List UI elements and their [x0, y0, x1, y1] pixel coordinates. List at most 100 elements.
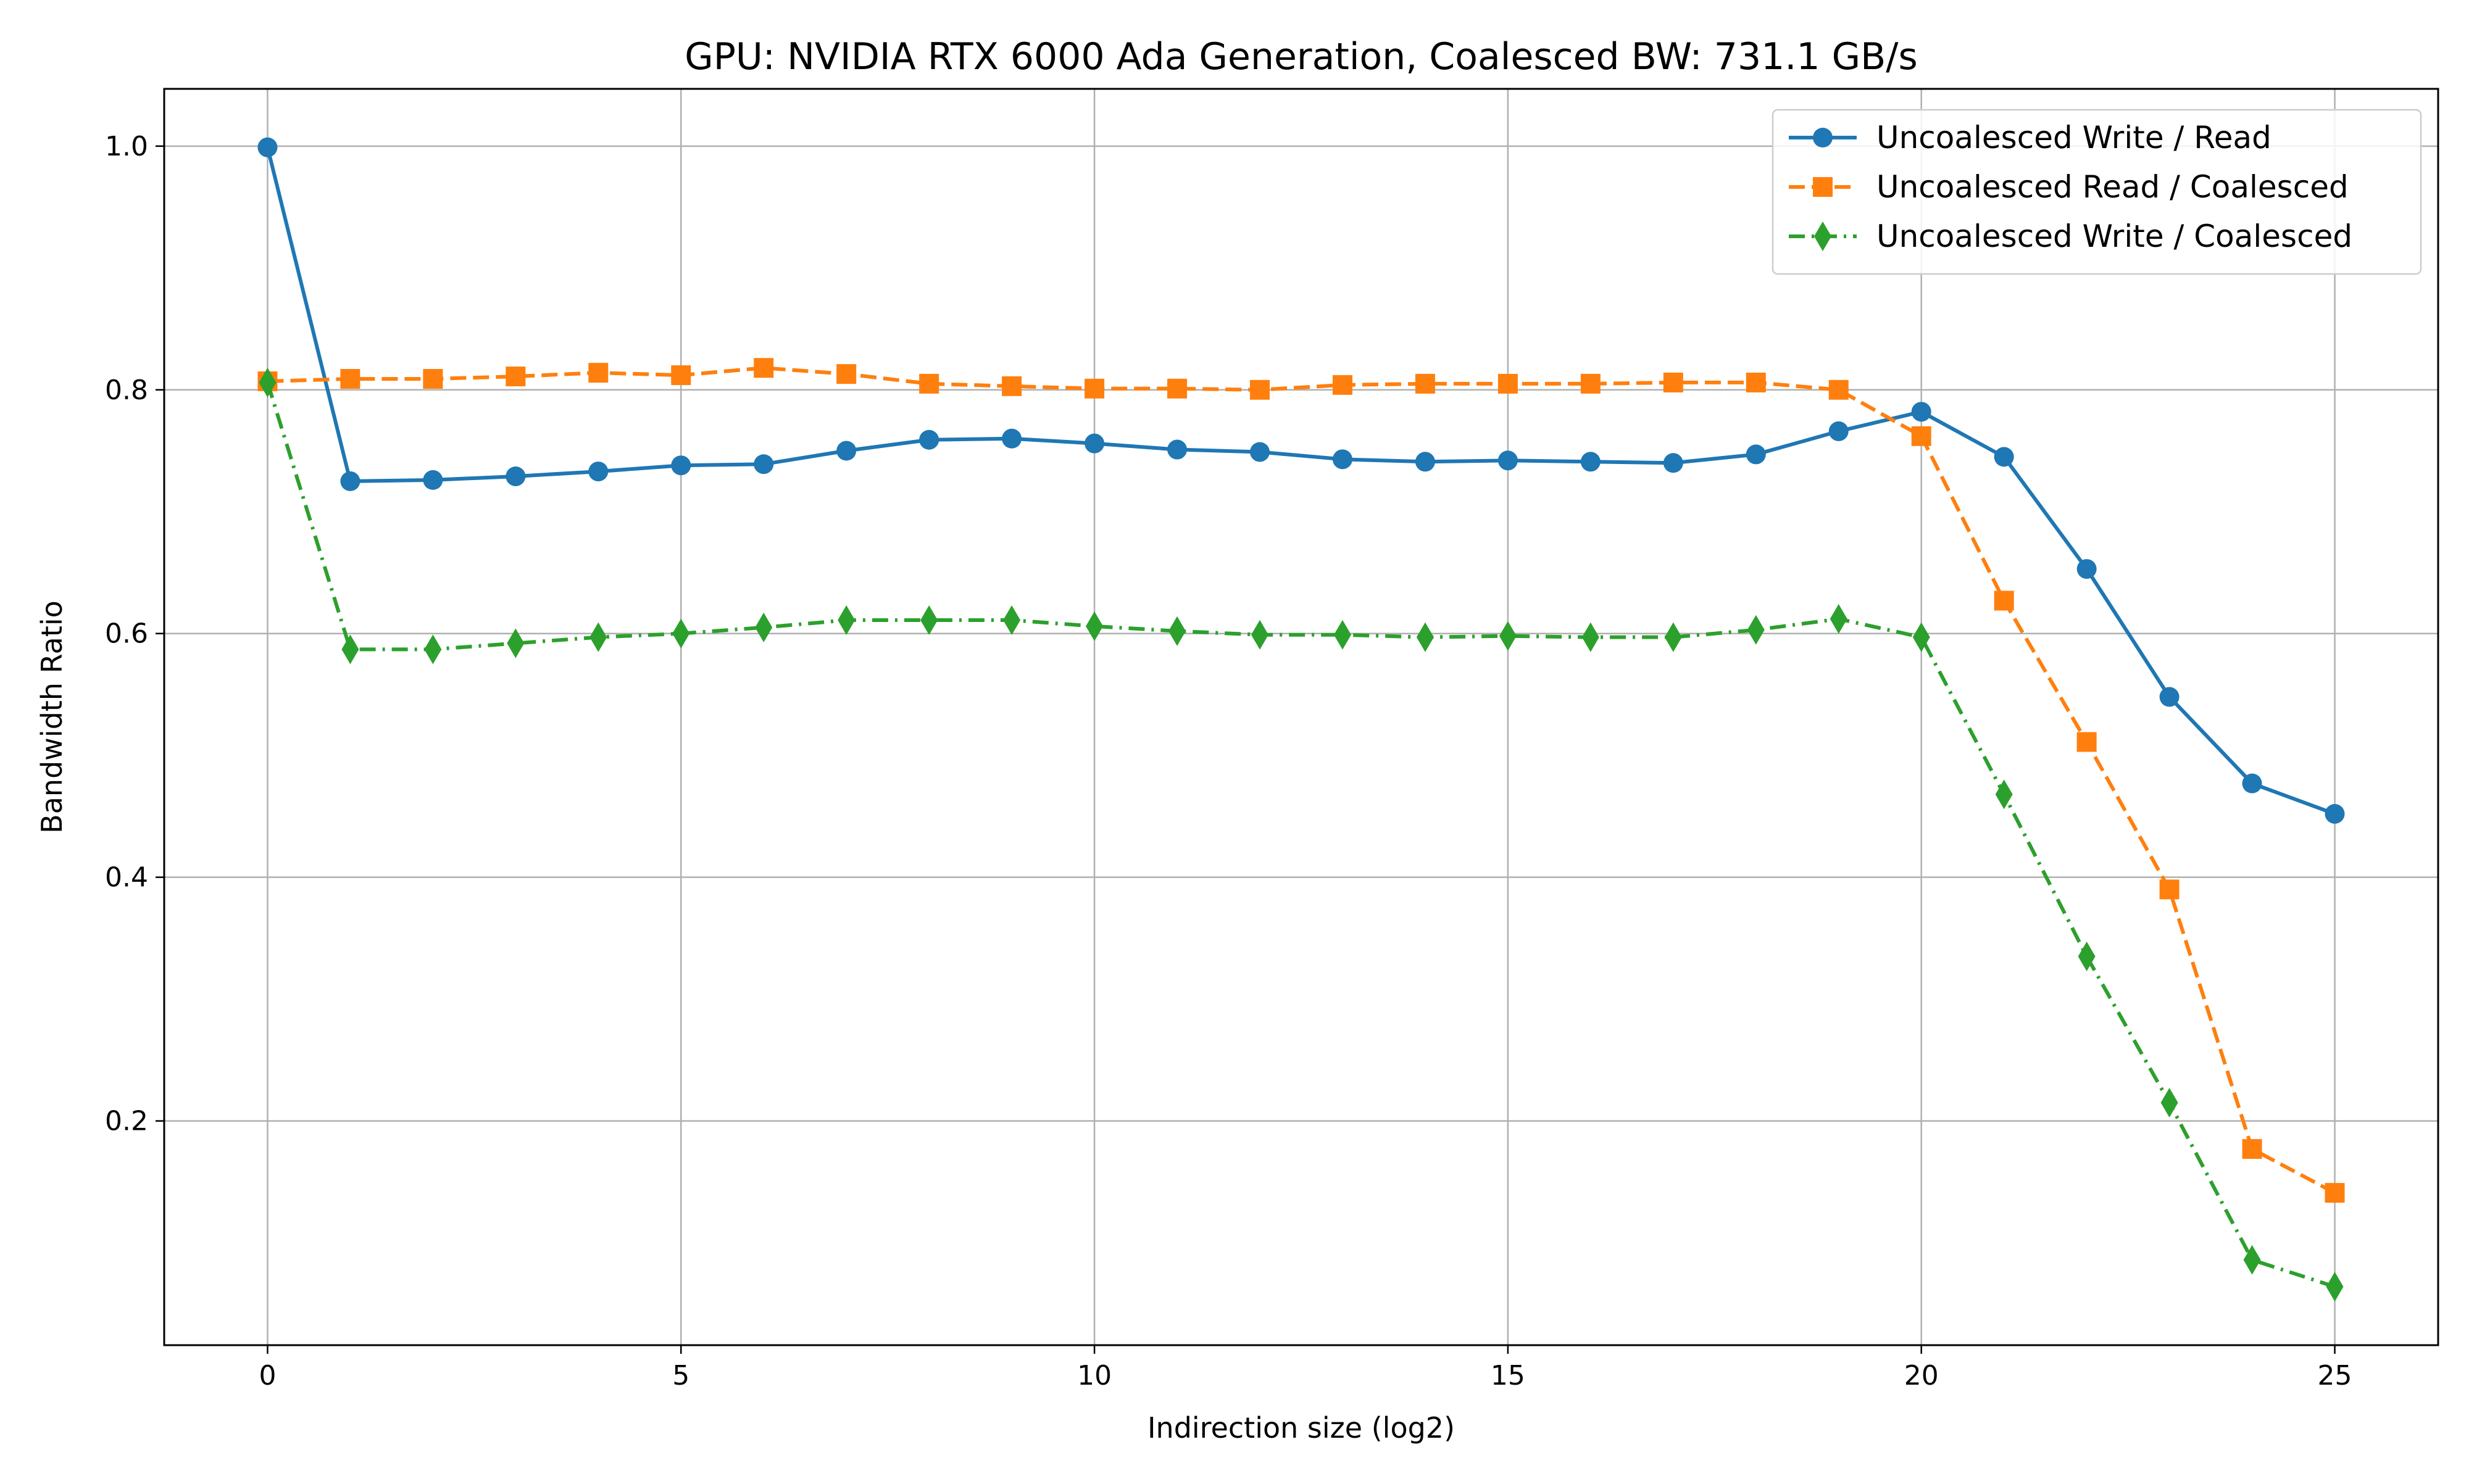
data-point: [1994, 447, 2014, 467]
data-point: [2325, 1183, 2345, 1203]
data-point: [754, 358, 774, 378]
data-point: [671, 365, 691, 386]
data-point: [1828, 379, 1849, 400]
data-point: [1580, 452, 1601, 472]
data-point: [506, 367, 526, 387]
data-point: [1747, 615, 1765, 645]
y-tick-label: 0.2: [105, 1106, 148, 1137]
data-point: [2326, 1272, 2344, 1302]
data-point: [672, 618, 690, 649]
data-point: [920, 605, 938, 636]
data-point: [589, 622, 607, 652]
data-point: [341, 634, 359, 665]
legend-label: Uncoalesced Read / Coalesced: [1876, 169, 2349, 205]
data-point: [340, 471, 360, 491]
series-line: [267, 366, 2336, 1195]
data-point: [506, 466, 526, 486]
data-point: [1167, 378, 1188, 399]
data-point: [754, 454, 774, 475]
data-point: [1746, 444, 1766, 465]
legend-box: [1772, 109, 2422, 275]
data-point: [1994, 591, 2014, 611]
data-point: [2242, 1139, 2262, 1159]
data-point: [1746, 372, 1766, 392]
data-point: [836, 441, 857, 461]
y-tick-label: 0.8: [105, 375, 148, 406]
data-point: [1332, 375, 1352, 395]
data-point: [1167, 439, 1188, 460]
x-tick-label: 20: [1904, 1360, 1939, 1391]
y-tick-label: 0.4: [105, 862, 148, 893]
data-point: [257, 137, 278, 157]
series-diamond: [259, 367, 2344, 1302]
data-point: [2078, 942, 2096, 972]
data-point: [1499, 621, 1517, 651]
data-point: [2160, 1088, 2178, 1118]
data-point: [259, 367, 277, 397]
data-point: [588, 363, 609, 383]
data-point: [424, 634, 442, 665]
data-point: [2242, 773, 2262, 794]
series-circle: [257, 137, 2345, 824]
x-tick-label: 25: [2318, 1360, 2352, 1391]
data-point: [1830, 604, 1847, 634]
legend-marker: [1813, 177, 1833, 197]
series-line: [265, 147, 2336, 816]
data-point: [1415, 452, 1435, 472]
legend-label: Uncoalesced Write / Coalesced: [1876, 218, 2352, 254]
data-point: [836, 364, 857, 384]
x-tick-label: 15: [1491, 1360, 1525, 1391]
data-point: [2243, 1245, 2261, 1275]
x-tick-label: 0: [259, 1360, 276, 1391]
data-point: [1002, 376, 1022, 396]
data-point: [1663, 453, 1683, 473]
data-point: [1497, 373, 1518, 394]
data-point: [919, 373, 939, 394]
data-point: [1416, 622, 1434, 652]
data-point: [1663, 372, 1683, 392]
y-axis-label: Bandwidth Ratio: [35, 600, 69, 834]
data-point: [2325, 803, 2345, 824]
legend-marker: [1813, 128, 1833, 147]
chart-title: GPU: NVIDIA RTX 6000 Ada Generation, Coa…: [685, 35, 1918, 78]
data-point: [507, 628, 525, 658]
data-point: [2076, 559, 2097, 579]
data-point: [2076, 732, 2097, 752]
data-point: [1250, 442, 1270, 462]
y-tick-label: 0.6: [105, 618, 148, 650]
data-point: [1250, 379, 1270, 400]
data-point: [1581, 622, 1599, 652]
data-point: [423, 470, 443, 490]
data-point: [423, 368, 443, 389]
data-point: [1251, 620, 1269, 650]
data-point: [1085, 433, 1105, 454]
series-group: [257, 137, 2345, 1302]
data-point: [1911, 402, 1931, 422]
data-point: [838, 605, 856, 636]
x-axis-label: Indirection size (log2): [1147, 1411, 1455, 1445]
y-tick-label: 1.0: [105, 131, 148, 162]
data-point: [1415, 373, 1435, 394]
data-point: [1995, 779, 2013, 810]
data-point: [2159, 687, 2180, 707]
data-point: [1664, 622, 1682, 652]
series-line: [265, 382, 2336, 1289]
data-point: [1828, 421, 1849, 441]
data-point: [1086, 611, 1104, 641]
data-point: [1003, 605, 1021, 636]
data-point: [1911, 426, 1931, 446]
data-point: [671, 455, 691, 476]
x-tick-label: 5: [672, 1360, 689, 1391]
data-point: [340, 368, 360, 389]
data-point: [2159, 879, 2180, 900]
plot-frame: [163, 88, 2439, 1346]
data-point: [1002, 428, 1022, 449]
data-point: [919, 429, 939, 450]
data-point: [1912, 622, 1930, 652]
data-point: [588, 462, 609, 482]
data-point: [1497, 450, 1518, 471]
data-point: [1333, 620, 1351, 650]
data-point: [1580, 373, 1601, 394]
